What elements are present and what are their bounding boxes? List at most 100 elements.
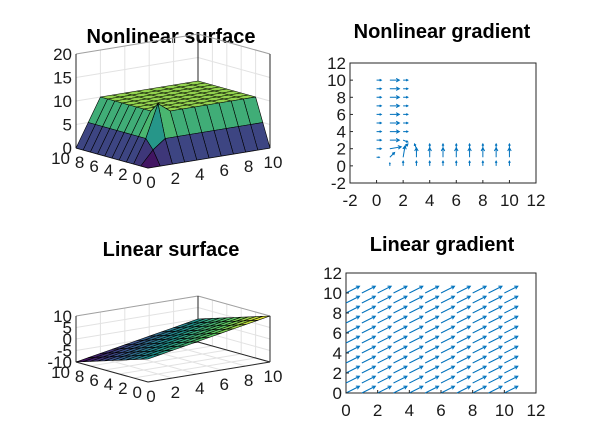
axis-box-edge xyxy=(76,296,198,316)
linear-surface-panel: Linear surface 0 2 4 6 8 100246810-10-50510 xyxy=(47,239,282,406)
linear-gradient-arrow xyxy=(409,356,423,363)
linear-gradient-arrow xyxy=(394,296,408,303)
linear-gradient-arrow xyxy=(473,326,487,333)
linear-gradient-arrow xyxy=(473,366,487,373)
z-tick-label: 5 xyxy=(63,116,72,135)
y-tick-label: 8 xyxy=(75,367,84,386)
linear-gradient-arrow xyxy=(441,336,455,343)
x-tick-label: 2 xyxy=(171,383,180,402)
x-tick-label: 8 xyxy=(244,157,253,176)
linear-gradient-arrow xyxy=(457,306,471,313)
floor-grid-line xyxy=(134,358,256,378)
y-tick-label: 6 xyxy=(337,105,346,124)
linear-gradient-arrow xyxy=(473,376,487,383)
linear-gradient-arrow xyxy=(441,306,455,313)
linear-gradient-arrow xyxy=(362,346,376,353)
y-tick-label: 4 xyxy=(104,161,113,180)
linear-gradient-arrow xyxy=(346,296,360,303)
nonlinear-gradient-title: Nonlinear gradient xyxy=(354,21,531,43)
y-tick-label: 0 xyxy=(133,169,142,188)
linear-gradient-arrow xyxy=(394,316,408,323)
linear-gradient-arrow xyxy=(504,296,517,303)
linear-gradient-arrow xyxy=(362,356,376,363)
z-tick-label: 10 xyxy=(53,92,72,111)
y-tick-label: 2 xyxy=(118,379,127,398)
y-tick-label: 0 xyxy=(333,384,342,403)
nonlinear-gradient-arrow xyxy=(403,96,408,98)
linear-gradient-arrow xyxy=(346,336,360,343)
linear-gradient-arrow xyxy=(504,386,517,393)
linear-gradient-arrow xyxy=(409,316,423,323)
nonlinear-gradient-arrow xyxy=(390,138,400,142)
linear-gradient-arrow xyxy=(457,386,471,393)
x-tick-label: 8 xyxy=(478,191,487,210)
linear-gradient-arrow xyxy=(457,356,471,363)
nonlinear-gradient-arrow xyxy=(442,161,444,166)
linear-gradient-arrow xyxy=(409,376,423,383)
linear-gradient-arrow xyxy=(394,366,408,373)
y-tick-label: 10 xyxy=(323,284,342,303)
linear-gradient-arrow xyxy=(441,286,455,293)
nonlinear-gradient-arrow xyxy=(390,87,400,91)
linear-gradient-arrow xyxy=(394,386,408,393)
x-tick-label: 6 xyxy=(452,191,461,210)
linear-gradient-arrow xyxy=(489,296,503,303)
linear-gradient-arrow xyxy=(378,286,392,293)
nonlinear-gradient-arrow xyxy=(441,148,445,158)
x-tick-label: 4 xyxy=(425,191,434,210)
nonlinear-gradient-arrow xyxy=(414,144,416,149)
x-tick-label: 8 xyxy=(244,371,253,390)
linear-gradient-arrow xyxy=(346,356,360,363)
linear-gradient-arrow xyxy=(346,306,360,313)
linear-gradient-arrow xyxy=(394,356,408,363)
y-tick-label: 8 xyxy=(337,88,346,107)
linear-gradient-arrow xyxy=(425,336,439,343)
linear-gradient-panel: Linear gradient 0 2 4 6 8 10 12024681012 xyxy=(323,234,545,420)
x-tick-label: 10 xyxy=(264,367,283,386)
linear-gradient-arrow xyxy=(489,376,503,383)
linear-gradient-arrow xyxy=(346,316,360,323)
y-tick-label: 4 xyxy=(104,375,113,394)
linear-gradient-arrow xyxy=(441,366,455,373)
linear-gradient-arrow xyxy=(362,326,376,333)
y-tick-label: 2 xyxy=(337,140,346,159)
nonlinear-gradient-arrow xyxy=(390,121,400,125)
y-tick-label: 2 xyxy=(118,165,127,184)
x-tick-label: 10 xyxy=(500,191,519,210)
linear-gradient-arrow xyxy=(504,306,517,313)
linear-gradient-arrow xyxy=(473,386,487,393)
x-tick-label: 0 xyxy=(146,387,155,406)
nonlinear-gradient-arrow xyxy=(415,148,419,158)
linear-gradient-arrow xyxy=(504,286,517,293)
linear-gradient-arrow xyxy=(489,306,503,313)
linear-gradient-arrow xyxy=(394,286,408,293)
x-tick-label: 4 xyxy=(405,401,414,420)
linear-gradient-arrow xyxy=(473,316,487,323)
nonlinear-gradient-arrow xyxy=(403,114,408,116)
linear-gradient-arrow xyxy=(394,376,408,383)
nonlinear-gradient-arrow xyxy=(494,148,498,158)
nonlinear-gradient-arrow xyxy=(468,148,472,158)
nonlinear-gradient-arrow xyxy=(508,148,512,158)
linear-gradient-arrow xyxy=(425,386,439,393)
linear-gradient-arrow xyxy=(362,366,376,373)
x-tick-label: 2 xyxy=(171,169,180,188)
linear-gradient-arrow xyxy=(394,336,408,343)
linear-gradient-arrows xyxy=(346,286,518,393)
x-tick-label: 6 xyxy=(436,401,445,420)
linear-gradient-arrow xyxy=(409,296,423,303)
nonlinear-gradient-arrow xyxy=(377,139,382,141)
nonlinear-gradient-arrow xyxy=(377,148,382,150)
x-tick-label: 2 xyxy=(373,401,382,420)
y-tick-label: 0 xyxy=(337,157,346,176)
y-tick-label: 12 xyxy=(323,264,342,283)
linear-gradient-arrow xyxy=(409,326,423,333)
linear-gradient-arrow xyxy=(378,296,392,303)
linear-gradient-arrow xyxy=(378,356,392,363)
linear-gradient-arrow xyxy=(457,286,471,293)
nonlinear-gradient-arrows xyxy=(377,78,512,165)
linear-gradient-arrow xyxy=(346,346,360,353)
linear-gradient-arrow xyxy=(473,336,487,343)
linear-gradient-arrow xyxy=(425,376,439,383)
